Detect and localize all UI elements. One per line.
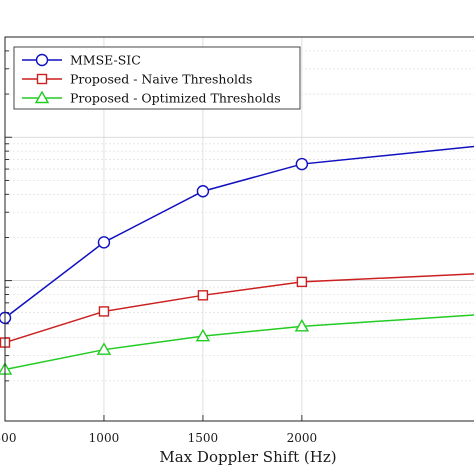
x-ticks: 500 1000 1500 2000 xyxy=(0,415,317,445)
data-point-circle xyxy=(295,157,309,171)
series-square xyxy=(0,273,474,348)
plot-frame xyxy=(4,36,474,422)
x-tick-label: 1500 xyxy=(188,431,219,445)
x-tick-label: 2000 xyxy=(287,431,318,445)
data-point-triangle xyxy=(96,342,112,355)
data-point-square xyxy=(98,306,110,317)
legend-label: Proposed - Naive Thresholds xyxy=(70,72,252,87)
data-point-square xyxy=(197,290,209,301)
series-line xyxy=(4,145,474,319)
series-circle xyxy=(0,145,474,325)
x-tick-label: 1000 xyxy=(89,431,120,445)
data-point-circle xyxy=(196,185,210,198)
data-point-square xyxy=(36,73,48,85)
data-point-triangle xyxy=(34,90,50,104)
legend-label: MMSE-SIC xyxy=(70,53,141,68)
data-point-triangle xyxy=(195,328,211,342)
legend-label: Proposed - Optimized Thresholds xyxy=(70,91,281,106)
data-point-circle xyxy=(35,53,49,67)
legend: MMSE-SIC Proposed - Naive Thresholds Propo… xyxy=(13,46,301,110)
data-point-triangle xyxy=(294,318,310,332)
series-line xyxy=(4,314,474,371)
x-tick-label: 500 xyxy=(0,431,16,445)
x-axis-label: Max Doppler Shift (Hz) xyxy=(159,448,336,466)
data-point-circle xyxy=(97,236,111,249)
data-point-square xyxy=(296,276,308,288)
